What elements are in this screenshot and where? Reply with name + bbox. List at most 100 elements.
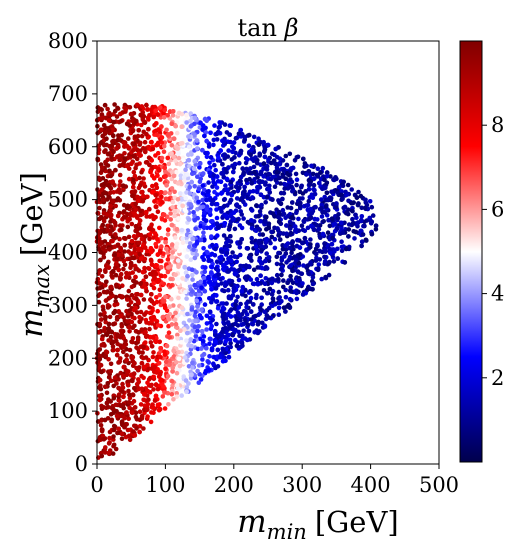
scatter-point	[336, 212, 341, 217]
scatter-point	[152, 398, 158, 403]
scatter-point	[105, 404, 111, 410]
scatter-point	[359, 214, 365, 219]
colorbar-gradient	[459, 40, 483, 463]
scatter-point	[188, 241, 193, 246]
scatter-point	[142, 312, 147, 317]
scatter-point	[240, 192, 246, 197]
scatter-point	[184, 190, 189, 195]
scatter-point	[151, 176, 157, 181]
scatter-point	[95, 277, 101, 282]
scatter-point	[157, 371, 163, 377]
scatter-point	[174, 169, 179, 175]
scatter-point	[129, 221, 135, 227]
scatter-point	[97, 281, 102, 286]
scatter-point	[116, 154, 121, 159]
scatter-point	[115, 347, 120, 353]
scatter-point	[171, 303, 176, 308]
scatter-point	[145, 115, 151, 121]
scatter-point	[328, 196, 334, 201]
scatter-point	[340, 183, 346, 189]
scatter-point	[363, 197, 368, 203]
scatter-point	[99, 274, 105, 279]
scatter-point	[269, 229, 274, 235]
scatter-point	[149, 249, 154, 255]
scatter-point	[120, 385, 126, 391]
scatter-point	[156, 166, 161, 172]
scatter-point	[272, 245, 278, 251]
scatter-point	[153, 263, 159, 268]
scatter-point	[132, 134, 138, 140]
scatter-point	[285, 186, 291, 191]
scatter-point	[167, 362, 172, 368]
scatter-point	[221, 263, 226, 269]
scatter-point	[237, 160, 242, 166]
scatter-point	[170, 365, 175, 370]
scatter-point	[178, 191, 183, 196]
scatter-point	[224, 301, 229, 306]
scatter-point	[103, 283, 108, 288]
scatter-point	[155, 112, 161, 117]
scatter-point	[243, 276, 249, 281]
scatter-point	[117, 172, 123, 178]
scatter-point	[184, 296, 189, 301]
scatter-point	[245, 157, 250, 162]
scatter-point	[98, 362, 104, 368]
scatter-point	[340, 230, 346, 235]
scatter-point	[158, 177, 163, 182]
scatter-point	[213, 243, 219, 248]
scatter-point	[150, 213, 155, 218]
scatter-point	[99, 369, 104, 375]
scatter-point	[269, 280, 275, 286]
scatter-point	[181, 157, 186, 163]
scatter-point	[237, 333, 242, 339]
scatter-point	[127, 437, 133, 443]
scatter-point	[285, 205, 291, 210]
scatter-point	[259, 244, 265, 249]
scatter-point	[358, 228, 364, 234]
scatter-point	[305, 202, 311, 208]
scatter-point	[315, 174, 321, 179]
scatter-point	[118, 370, 123, 376]
scatter-point	[118, 356, 123, 361]
scatter-point	[127, 329, 132, 334]
scatter-point	[130, 392, 136, 398]
scatter-point	[156, 407, 162, 413]
scatter-point	[125, 211, 130, 217]
scatter-point	[314, 223, 320, 228]
scatter-point	[226, 332, 231, 338]
scatter-point	[256, 142, 262, 147]
scatter-point	[162, 107, 167, 113]
scatter-point	[284, 231, 289, 236]
scatter-point	[95, 156, 100, 162]
scatter-point	[134, 102, 140, 108]
scatter-point	[285, 170, 290, 176]
scatter-point	[122, 105, 127, 111]
x-axis-label: mmin [GeV]	[237, 504, 398, 544]
scatter-point	[230, 250, 235, 255]
scatter-point	[317, 223, 323, 228]
scatter-point	[354, 195, 360, 200]
scatter-point	[169, 186, 175, 191]
scatter-point	[101, 210, 107, 216]
scatter-point	[179, 124, 185, 129]
scatter-point	[99, 317, 104, 322]
scatter-point	[104, 290, 109, 295]
scatter-point	[105, 163, 111, 168]
scatter-point	[133, 274, 138, 280]
scatter-point	[163, 240, 168, 245]
scatter-point	[111, 434, 116, 439]
scatter-point	[213, 246, 218, 252]
scatter-point	[116, 309, 121, 314]
scatter-point	[249, 218, 254, 223]
scatter-point	[139, 386, 145, 392]
scatter-point	[315, 166, 321, 171]
scatter-point	[222, 152, 228, 158]
scatter-point	[96, 299, 102, 305]
scatter-point	[342, 260, 348, 265]
scatter-point	[133, 224, 139, 229]
scatter-point	[105, 326, 111, 332]
scatter-point	[182, 355, 188, 360]
scatter-point	[142, 139, 148, 145]
scatter-point	[122, 242, 127, 248]
scatter-point	[108, 224, 114, 229]
